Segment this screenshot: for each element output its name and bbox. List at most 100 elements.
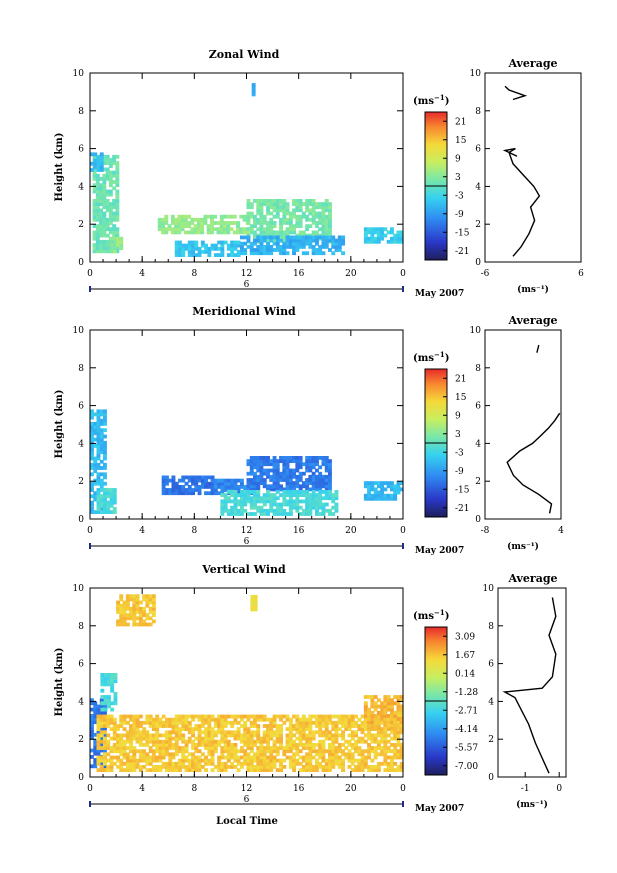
heatmap-cell [282,499,287,504]
heatmap-cell [334,502,339,507]
heatmap-cell [217,491,222,496]
heatmap-cell [324,465,329,470]
heatmap-cell [167,224,172,228]
heatmap-cell [318,478,323,482]
heatmap-cell [115,249,120,254]
heatmap-cell [288,512,293,516]
avg-x-label: (ms⁻¹) [516,799,548,810]
heatmap-cell [396,765,401,769]
heatmap-cell [116,724,120,728]
heatmap-cell [301,758,306,763]
heatmap-cell [207,491,212,496]
heatmap-cell [266,724,270,728]
heatmap-cell [99,450,104,455]
heatmap-cell [288,746,293,750]
heatmap-cell [93,422,98,426]
heatmap-cell [223,485,228,489]
heatmap-cell [108,180,113,184]
heatmap-cell [99,746,104,750]
heatmap-cell [161,488,166,492]
heatmap-cell [148,758,153,763]
heatmap-cell [324,758,329,763]
heatmap-cell [344,720,349,725]
heatmap-cell [376,239,381,244]
heatmap-cell [266,239,270,244]
heatmap-cell [305,481,310,485]
heatmap-cell [275,490,280,494]
heatmap-cell [191,250,195,254]
heatmap-cell [328,205,332,210]
heatmap-cell [142,743,147,747]
heatmap-cell [380,736,385,741]
heatmap-cell [380,230,385,235]
heatmap-cell [99,447,104,451]
heatmap-cell [301,714,306,719]
heatmap-cell [207,733,212,738]
heatmap-cell [285,462,290,467]
heatmap-cell [236,240,241,245]
heatmap-cell [96,758,101,763]
heatmap-cell [259,749,264,754]
heatmap-cell [390,227,394,232]
heatmap-cell [376,233,381,238]
heatmap-cell [142,733,147,738]
heatmap-cell [105,154,110,159]
heatmap-cell [253,607,258,612]
heatmap-cell [301,484,306,489]
heatmap-cell [308,752,313,757]
heatmap-cell [321,484,326,489]
heatmap-cell [253,765,257,769]
heatmap-cell [243,755,248,760]
heatmap-cell [305,739,310,744]
heatmap-cell [151,749,156,754]
heatmap-cell [386,746,391,750]
heatmap-cell [243,733,248,738]
heatmap-cell [399,236,404,241]
heatmap-cell [383,701,388,706]
heatmap-cell [390,236,394,241]
heatmap-cell [266,235,270,240]
heatmap-cell [318,251,323,256]
heatmap-cell [269,768,274,772]
heatmap-cell [373,487,378,492]
heatmap-cell [210,739,215,744]
heatmap-cell [200,752,205,757]
heatmap-cell [318,714,323,719]
heatmap-cell [285,211,290,216]
heatmap-cell [200,217,205,222]
heatmap-cell [301,251,306,256]
heatmap-cell [236,755,241,760]
heatmap-cell [246,238,251,243]
heatmap-cell [321,241,326,246]
heatmap-cell [240,245,244,249]
heatmap-cell [282,241,287,246]
heatmap-cell [240,235,244,240]
heatmap-cell [135,730,140,735]
heatmap-cell [207,253,212,257]
panel-title: Vertical Wind [201,563,286,576]
heatmap-cell [370,720,375,725]
heatmap-cell [236,250,241,254]
heatmap-cell [132,714,137,719]
heatmap-cell [112,249,117,254]
heatmap-cell [96,510,101,514]
heatmap-cell [226,720,231,725]
heatmap-cell [285,755,290,760]
heatmap-cell [112,173,117,178]
heatmap-cell [93,444,98,448]
colorbar-unit: (ms−1) [413,608,449,623]
heatmap-cell [220,488,225,492]
heatmap-cell [311,736,316,741]
heatmap-cell [308,727,313,731]
heatmap-cell [112,236,117,241]
heatmap-cell [180,227,185,232]
heatmap-cell [102,161,107,165]
heatmap-cell [119,768,124,772]
heatmap-cell [161,478,166,483]
heatmap-cell [370,704,375,709]
heatmap-cell [383,730,388,735]
heatmap-cell [311,730,316,735]
heatmap-cell [171,491,176,496]
heatmap-cell [165,481,169,486]
